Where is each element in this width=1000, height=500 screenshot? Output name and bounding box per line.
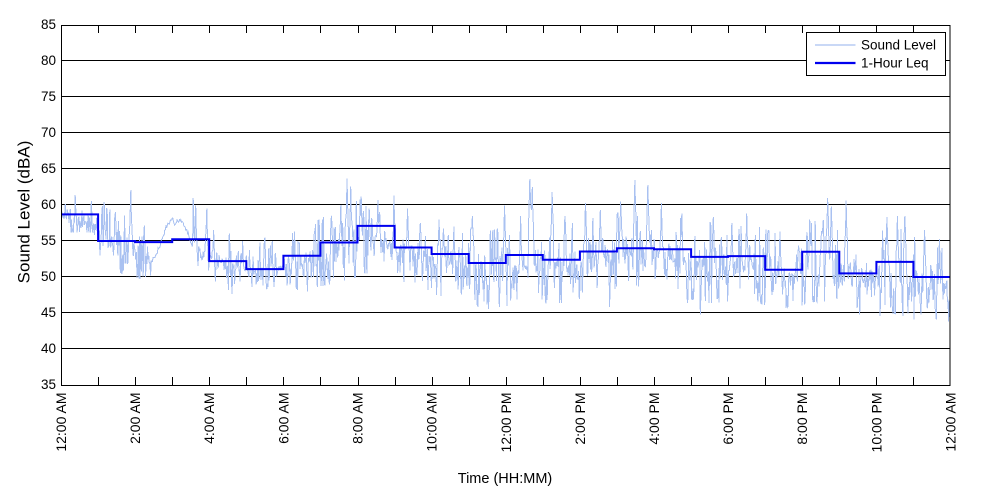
svg-text:12:00 PM: 12:00 PM [498,393,514,453]
svg-text:70: 70 [41,125,56,140]
svg-text:45: 45 [41,305,56,320]
svg-text:55: 55 [41,233,56,248]
svg-text:40: 40 [41,341,56,356]
svg-text:80: 80 [41,53,56,68]
svg-text:6:00 PM: 6:00 PM [720,393,736,445]
svg-text:85: 85 [41,17,56,32]
svg-text:4:00 PM: 4:00 PM [646,393,662,445]
svg-text:75: 75 [41,89,56,104]
svg-text:10:00 AM: 10:00 AM [424,393,440,452]
svg-text:1-Hour Leq: 1-Hour Leq [861,56,929,71]
svg-text:2:00 AM: 2:00 AM [127,393,143,444]
svg-text:10:00 PM: 10:00 PM [868,393,884,453]
svg-text:12:00 AM: 12:00 AM [943,393,959,452]
svg-text:8:00 PM: 8:00 PM [794,393,810,445]
svg-text:12:00 AM: 12:00 AM [53,393,69,452]
svg-text:Sound Level: Sound Level [861,38,936,53]
svg-text:Time (HH:MM): Time (HH:MM) [458,471,553,487]
svg-text:50: 50 [41,269,56,284]
svg-text:35: 35 [41,377,56,392]
svg-text:65: 65 [41,161,56,176]
svg-text:4:00 AM: 4:00 AM [201,393,217,444]
svg-text:2:00 PM: 2:00 PM [572,393,588,445]
svg-text:Sound Level (dBA): Sound Level (dBA) [15,141,34,284]
svg-text:6:00 AM: 6:00 AM [275,393,291,444]
svg-text:8:00 AM: 8:00 AM [350,393,366,444]
svg-text:60: 60 [41,197,56,212]
